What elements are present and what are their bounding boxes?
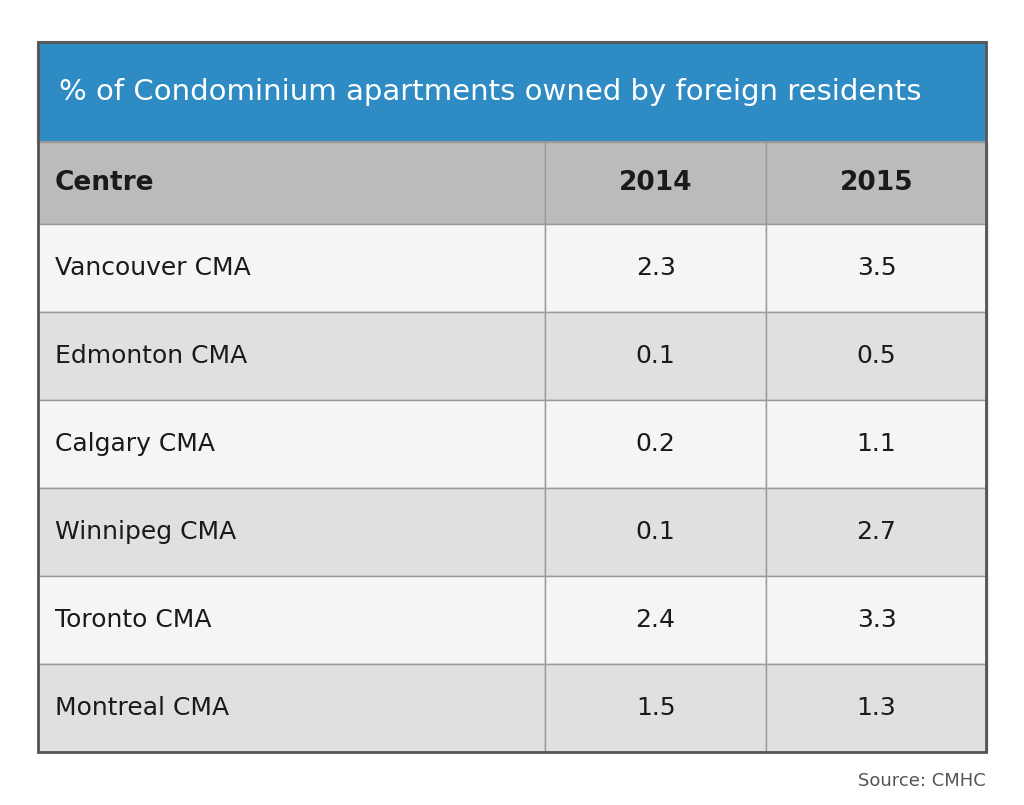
Text: Edmonton CMA: Edmonton CMA xyxy=(55,344,248,368)
Bar xyxy=(38,488,545,576)
Bar xyxy=(766,142,987,224)
Text: 3.3: 3.3 xyxy=(857,608,896,632)
Text: 2015: 2015 xyxy=(840,170,913,196)
Bar xyxy=(545,224,766,312)
Text: Calgary CMA: Calgary CMA xyxy=(55,432,215,456)
Bar xyxy=(545,400,766,488)
Text: 0.1: 0.1 xyxy=(636,520,676,544)
Bar xyxy=(545,664,766,752)
Bar xyxy=(766,400,987,488)
Bar xyxy=(766,224,987,312)
Text: 1.1: 1.1 xyxy=(857,432,896,456)
Bar xyxy=(545,488,766,576)
Text: 0.5: 0.5 xyxy=(857,344,896,368)
Text: Montreal CMA: Montreal CMA xyxy=(55,696,229,720)
Text: 2.7: 2.7 xyxy=(856,520,896,544)
Text: 0.1: 0.1 xyxy=(636,344,676,368)
Bar xyxy=(545,312,766,400)
Bar xyxy=(38,42,986,142)
Bar xyxy=(38,224,545,312)
Text: 2014: 2014 xyxy=(618,170,692,196)
Bar xyxy=(766,488,987,576)
Bar xyxy=(766,312,987,400)
Bar xyxy=(38,42,986,752)
Text: Toronto CMA: Toronto CMA xyxy=(55,608,212,632)
Bar xyxy=(545,576,766,664)
Bar xyxy=(545,142,766,224)
Text: Centre: Centre xyxy=(55,170,155,196)
Text: Source: CMHC: Source: CMHC xyxy=(858,772,986,790)
Text: Winnipeg CMA: Winnipeg CMA xyxy=(55,520,237,544)
Bar xyxy=(38,312,545,400)
Text: 1.3: 1.3 xyxy=(857,696,896,720)
Bar xyxy=(766,664,987,752)
Text: 0.2: 0.2 xyxy=(636,432,676,456)
Text: 3.5: 3.5 xyxy=(857,256,896,280)
Text: 1.5: 1.5 xyxy=(636,696,676,720)
Bar xyxy=(38,400,545,488)
Text: Vancouver CMA: Vancouver CMA xyxy=(55,256,251,280)
Text: 2.4: 2.4 xyxy=(636,608,676,632)
Text: 2.3: 2.3 xyxy=(636,256,676,280)
Bar xyxy=(38,576,545,664)
Bar xyxy=(38,664,545,752)
Text: % of Condominium apartments owned by foreign residents: % of Condominium apartments owned by for… xyxy=(58,78,922,106)
Bar xyxy=(766,576,987,664)
Bar xyxy=(38,142,545,224)
